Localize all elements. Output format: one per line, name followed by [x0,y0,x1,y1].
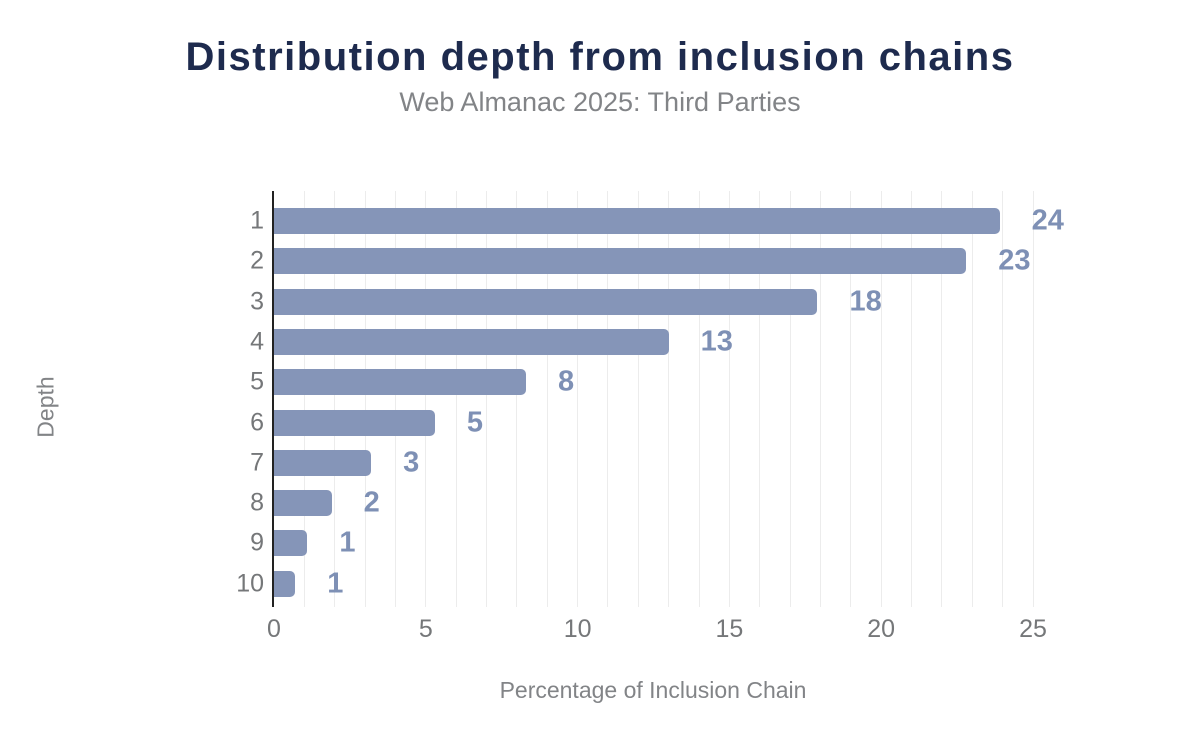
bar-value-label: 18 [849,285,882,318]
y-tick-label: 4 [250,327,264,356]
minor-gridline [971,191,973,607]
bar-depth-8 [274,490,332,517]
minor-gridline [759,191,761,607]
y-axis-title: Depth [32,376,59,438]
bar-value-label: 13 [700,325,733,358]
bar-value-label: 24 [1031,204,1064,237]
x-tick-label: 15 [715,615,744,643]
minor-gridline [364,191,366,607]
x-tick-label: 10 [563,615,592,643]
minor-gridline [880,191,882,607]
minor-gridline [577,191,579,607]
bar-depth-4 [274,328,669,355]
minor-gridline [303,191,305,607]
y-tick-label: 5 [250,367,264,396]
minor-gridline [698,191,700,607]
x-tick-label: 20 [867,615,896,643]
bar-value-label: 5 [466,406,484,438]
minor-gridline [486,191,488,607]
chart-subtitle: Web Almanac 2025: Third Parties [399,87,801,117]
x-axis-title: Percentage of Inclusion Chain [499,677,807,703]
minor-gridline [668,191,670,607]
minor-gridline [941,191,943,607]
y-axis-line [272,191,274,607]
bar-depth-3 [274,288,818,315]
x-tick-label: 5 [418,615,433,643]
bar-chart-plot-area: Percentage of Inclusion Chain 1 24 2 23 3 18 4… [236,191,1064,703]
bar-depth-10 [274,570,296,597]
bar-value-label: 8 [557,365,575,398]
bar-value-label: 2 [363,486,380,519]
x-tick-label: 25 [1019,615,1047,643]
bar-depth-6 [274,409,435,436]
bar-depth-5 [274,369,526,396]
minor-gridline [911,191,913,607]
minor-gridline [1002,191,1004,607]
y-tick-label: 10 [236,569,264,598]
minor-gridline [819,191,821,607]
y-tick-label: 2 [250,246,264,275]
bar-depth-9 [274,530,308,557]
y-tick-label: 3 [250,287,264,316]
minor-gridline [1032,191,1034,607]
bar-depth-2 [274,248,967,275]
minor-gridline [334,191,336,607]
bar-depth-1 [274,208,1000,234]
y-tick-label: 1 [250,206,264,235]
minor-gridline [789,191,791,607]
bar-depth-7 [274,449,372,476]
y-tick-label: 6 [250,408,264,436]
chart-title: Distribution depth from inclusion chains [185,35,1015,79]
minor-gridline [546,191,548,607]
minor-gridline [637,191,639,607]
x-tick-label: 0 [267,615,281,643]
minor-gridline [516,191,518,607]
minor-gridline [394,191,396,607]
bar-value-label: 23 [998,244,1031,277]
minor-gridline [425,191,427,607]
bar-value-label: 1 [327,567,344,600]
y-tick-label: 8 [250,488,264,517]
minor-gridline [607,191,609,607]
bar-value-label: 1 [339,526,356,559]
minor-gridline [455,191,457,607]
minor-gridline [850,191,852,607]
bar-value-label: 3 [403,446,420,479]
y-tick-label: 7 [250,448,264,477]
minor-gridline [728,191,730,607]
y-tick-label: 9 [250,528,264,557]
